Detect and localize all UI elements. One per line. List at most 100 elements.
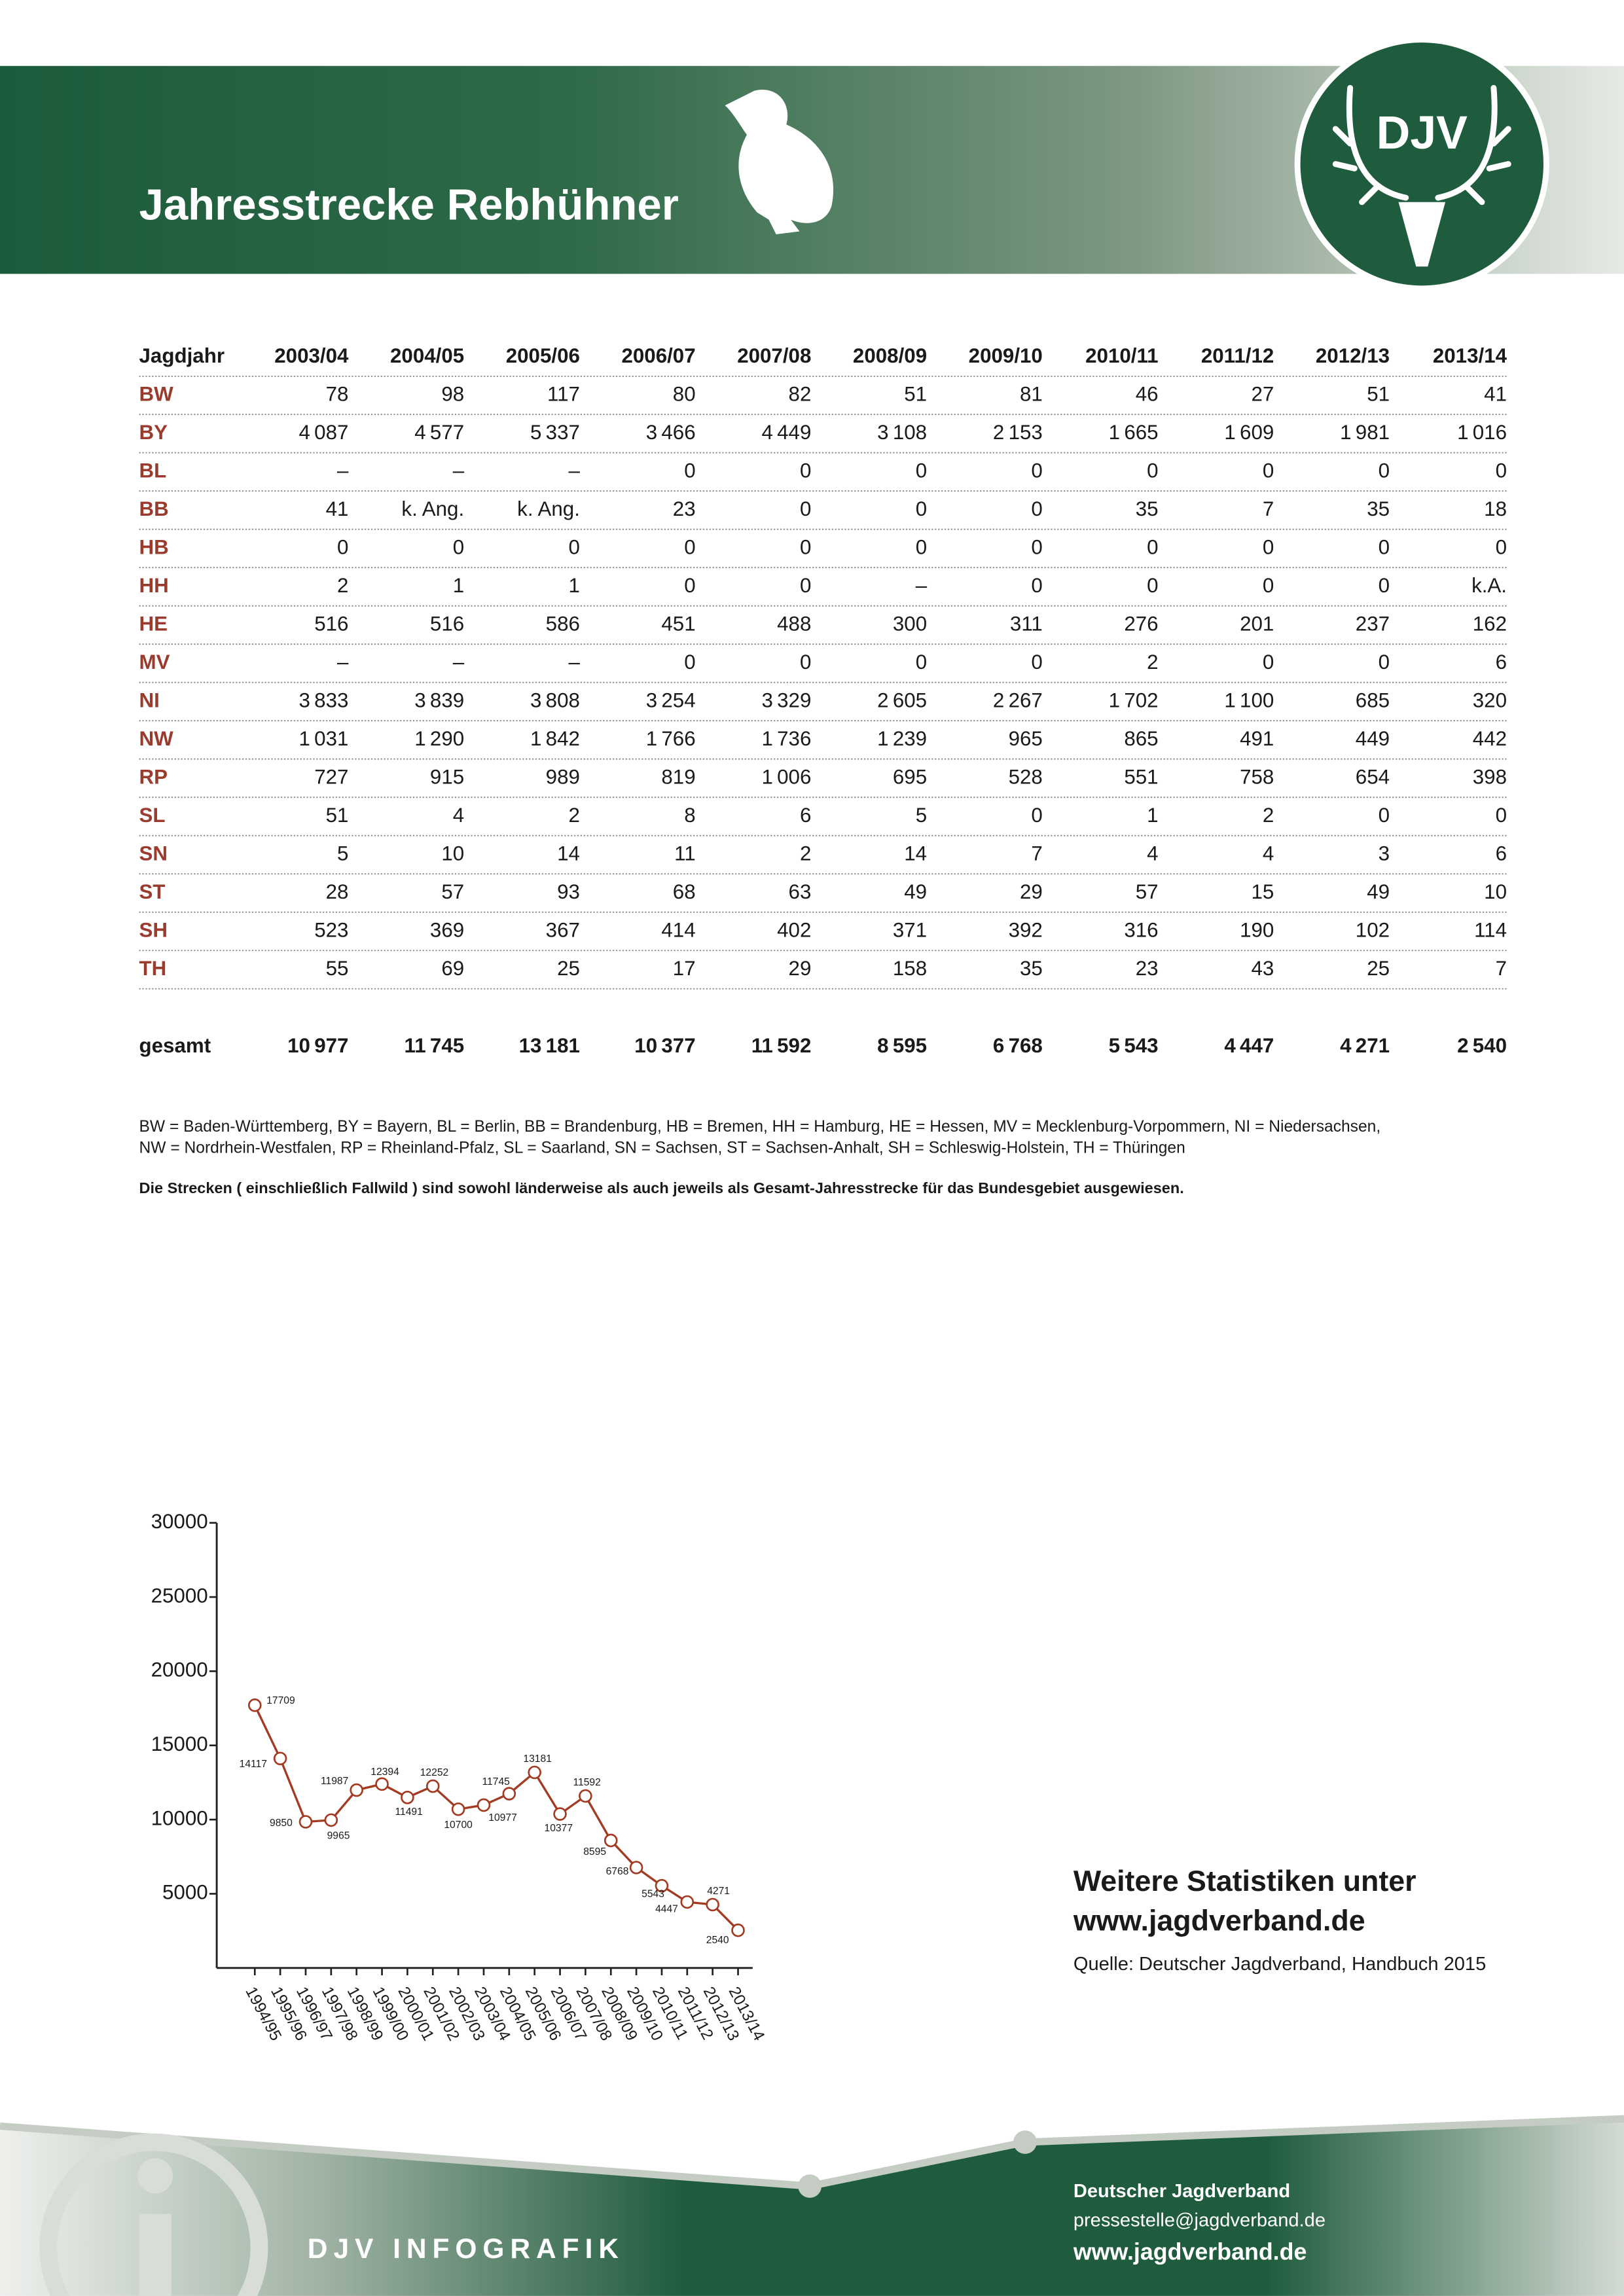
table-cell: 2005/06 [506,344,580,367]
row-label: NI [139,689,160,711]
row-label: NW [139,727,174,750]
info-icon [137,2158,173,2194]
table-cell: 1 [453,574,464,597]
page-title: Jahresstrecke Rebhühner [139,180,679,229]
data-point [425,1779,440,1793]
row-label: SH [139,918,168,941]
data-point [350,1783,363,1797]
table-cell: 102 [1356,918,1390,941]
table-cell: 0 [1031,651,1042,673]
data-point [731,1923,745,1937]
table-cell: 398 [1473,765,1507,788]
table-cell: 158 [893,957,927,980]
table-cell: 523 [314,918,348,941]
table-cell: 41 [326,497,349,520]
table-cell: 0 [453,535,464,558]
table-cell: 114 [1474,918,1507,941]
table-cell: 0 [1263,651,1274,673]
table-cell: 6 [1496,651,1507,673]
table-cell: 0 [684,574,695,597]
table-cell: 1 100 [1224,689,1274,711]
table-cell: 4 447 [1224,1034,1274,1057]
footer-web: www.jagdverband.de [1073,2239,1307,2265]
table-cell: 402 [777,918,811,941]
data-point [502,1787,516,1801]
table-cell: 0 [568,535,579,558]
table-cell: 6 [800,804,811,827]
table-cell: 4 087 [299,421,349,444]
table-cell: 17 [673,957,696,980]
data-point [579,1789,592,1803]
table-cell: 586 [546,612,580,635]
data-label: 11987 [321,1776,348,1787]
table-cell: 0 [1031,804,1042,827]
table-cell: 57 [441,880,464,903]
table-cell: 320 [1473,689,1507,711]
table-cell: 3 808 [530,689,580,711]
table-cell: 68 [673,880,696,903]
partridge-icon [725,90,834,235]
table-cell: 516 [430,612,464,635]
table-cell: 2007/08 [737,344,811,367]
table-cell: 488 [777,612,811,635]
logo-text: DJV [1377,107,1468,159]
data-label: 5543 [641,1889,664,1900]
info-icon [39,2133,268,2296]
table-cell: 2 [1263,804,1274,827]
table-cell: 369 [430,918,464,941]
table-cell: 46 [1136,382,1159,405]
table-cell: 1 016 [1457,421,1507,444]
table-cell: 8 [684,804,695,827]
logo-stag-head [1398,202,1446,267]
table-cell: 2008/09 [853,344,927,367]
table-cell: 758 [1240,765,1274,788]
data-label: 4271 [707,1886,730,1897]
table-cell: 551 [1124,765,1158,788]
data-point [477,1798,491,1812]
table-cell: – [453,651,465,673]
table-cell: 80 [673,382,696,405]
table-cell: 1 702 [1109,689,1159,711]
table-cell: 93 [557,880,580,903]
data-label: 11745 [482,1776,511,1787]
table-cell: 449 [1356,727,1390,750]
logo-circle [1294,37,1549,292]
row-label: HB [139,535,169,558]
table-cell: 0 [1379,459,1390,482]
table-cell: 2 540 [1457,1034,1507,1057]
row-label: BB [139,497,169,520]
table-cell: 29 [789,957,812,980]
table-cell: 51 [326,804,349,827]
row-label: Jagdjahr [139,344,225,367]
abbreviation-note: BW = Baden-Württemberg, BY = Bayern, BL … [139,1118,1381,1136]
table-cell: 451 [661,612,695,635]
table-cell: 1 665 [1109,421,1159,444]
y-tick-label: 30000 [151,1510,208,1533]
table-cell: 4 [453,804,464,827]
data-label: 2540 [706,1935,729,1946]
data-label: 10977 [488,1812,517,1823]
row-label: SN [139,842,168,865]
table-cell: 695 [893,765,927,788]
data-label: 12252 [420,1767,449,1778]
data-point [553,1807,567,1821]
row-label: HE [139,612,168,635]
table-cell: 3 839 [414,689,464,711]
table-cell: 0 [1379,651,1390,673]
data-point [604,1833,618,1848]
table-cell: 51 [904,382,927,405]
table-cell: 49 [904,880,927,903]
table-cell: 3 [1379,842,1390,865]
data-label: 6768 [606,1866,629,1877]
table-cell: 4 [1263,842,1274,865]
table-cell: 2 153 [993,421,1043,444]
table-cell: 516 [314,612,348,635]
table-cell: 367 [546,918,580,941]
table-cell: 528 [1009,765,1043,788]
table-cell: 0 [800,574,811,597]
footer-dot [1013,2130,1037,2154]
table-cell: 11 745 [405,1034,465,1057]
table-cell: 4 271 [1340,1034,1390,1057]
table-cell: 6 768 [993,1034,1043,1057]
table-cell: 2 605 [877,689,927,711]
